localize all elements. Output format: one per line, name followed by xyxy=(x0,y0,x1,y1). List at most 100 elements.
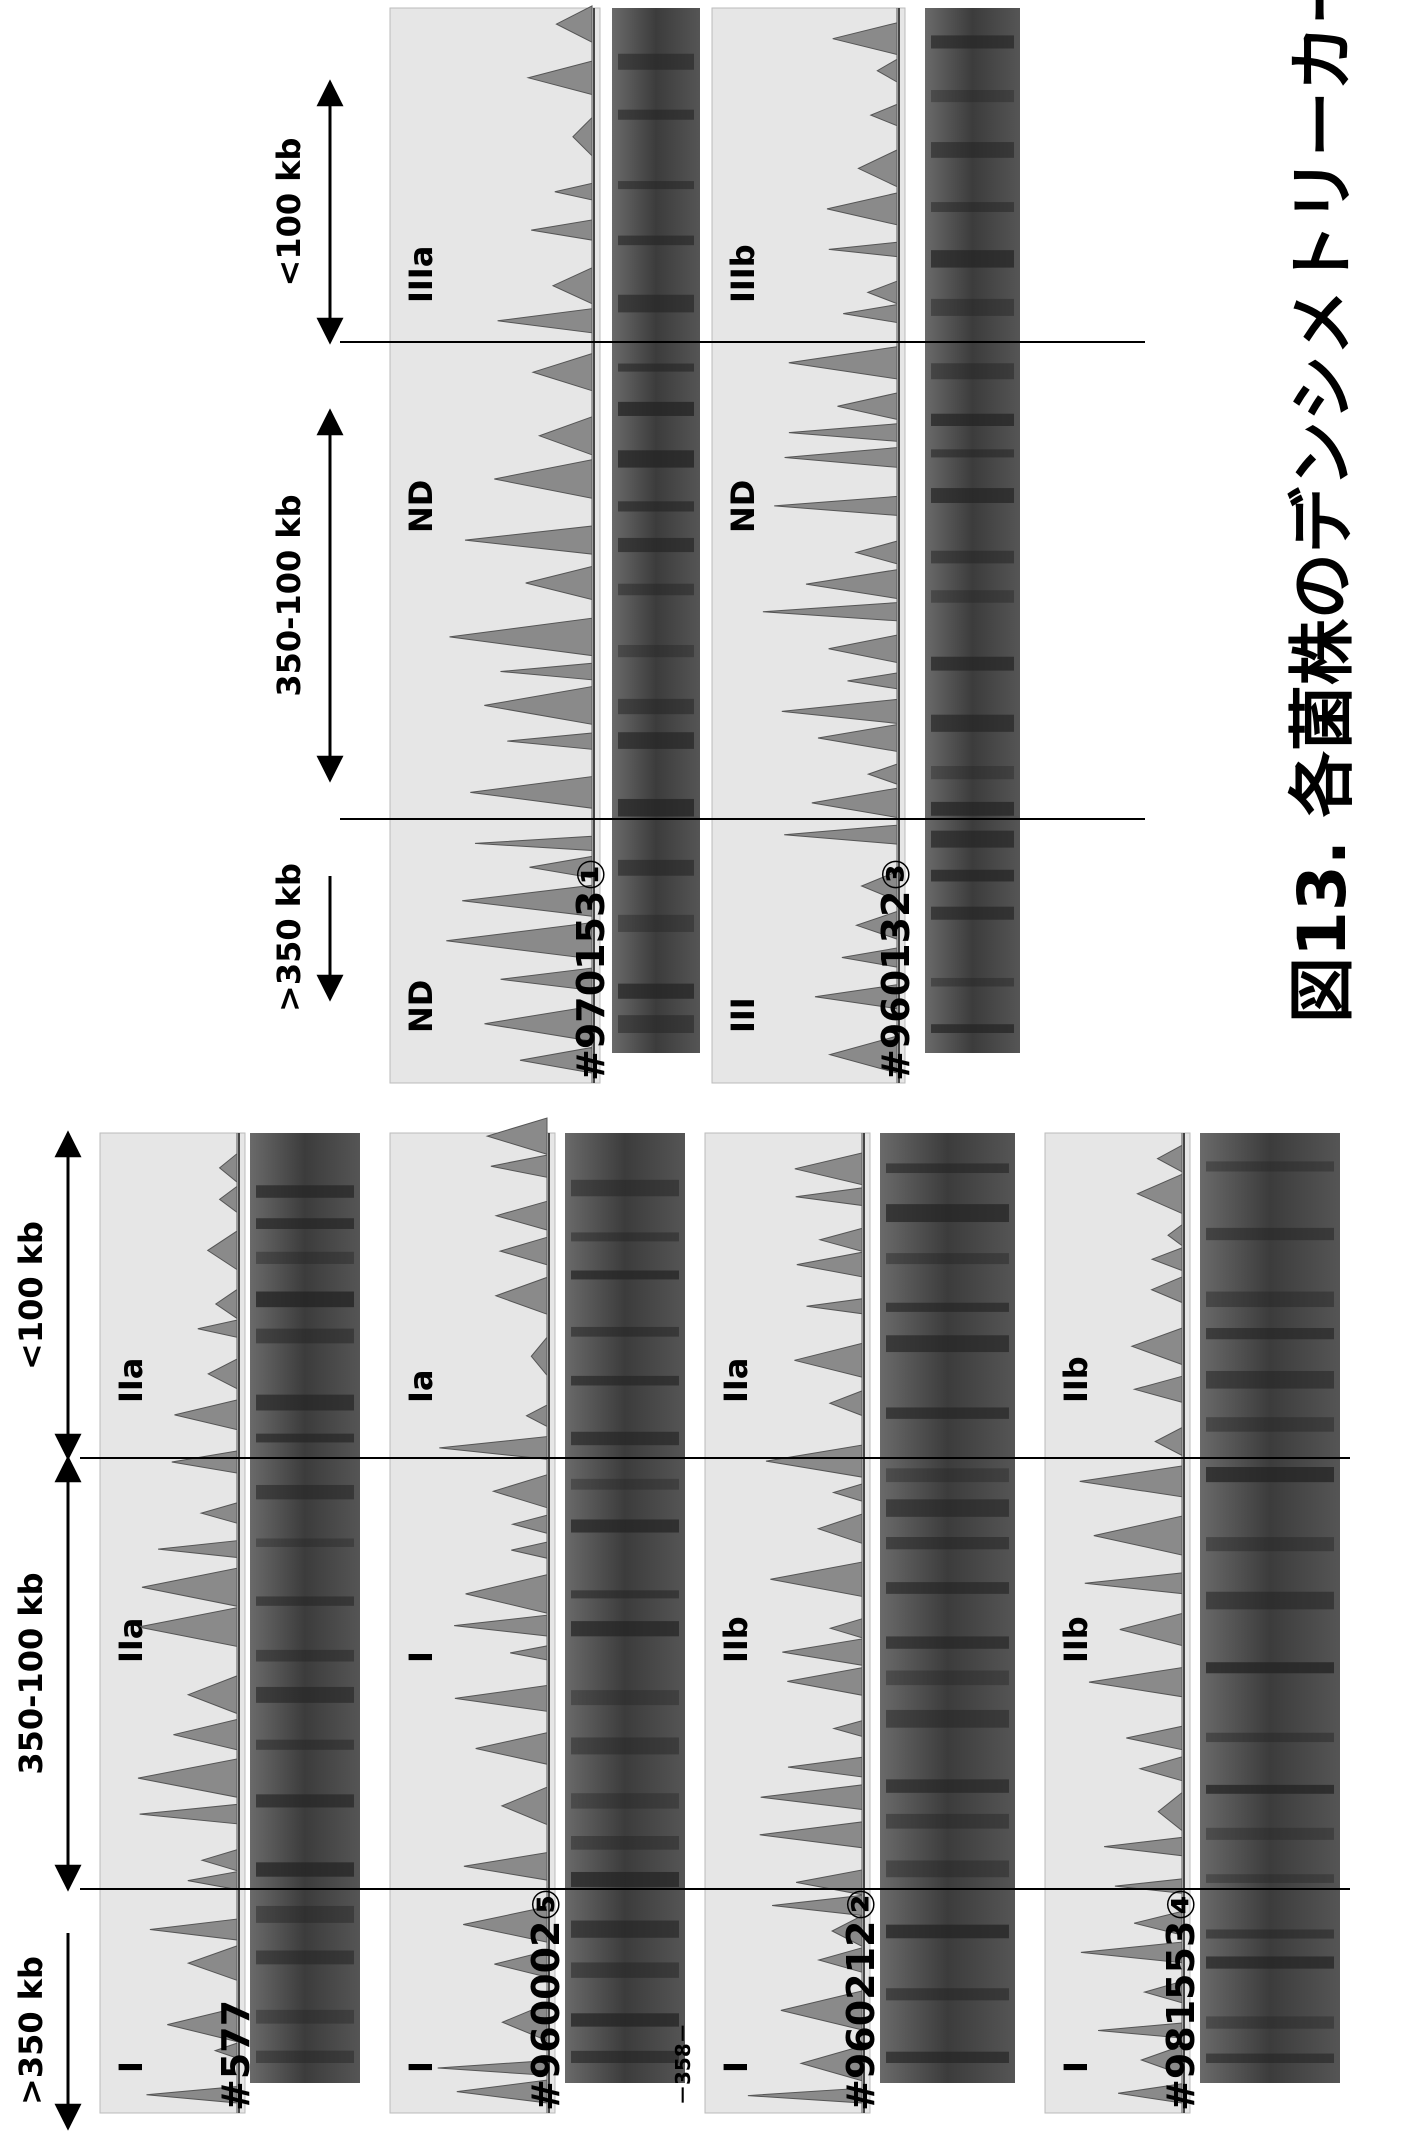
size-range-label: 350-100 kb xyxy=(270,494,308,696)
gel-band xyxy=(256,1329,354,1344)
gel-band xyxy=(931,551,1014,564)
gel-band xyxy=(886,1671,1009,1686)
gel-band xyxy=(931,90,1014,102)
size-range-label: >350 kb xyxy=(270,863,308,1012)
gel-band xyxy=(1206,1785,1334,1794)
region-label: ND xyxy=(402,480,440,533)
gel-band xyxy=(571,1590,679,1598)
gel-band xyxy=(571,1621,679,1636)
gel-band xyxy=(886,1710,1009,1728)
gel-band xyxy=(931,870,1014,882)
gel-band xyxy=(571,1432,679,1445)
gel-band xyxy=(618,984,694,999)
region-label: ND xyxy=(724,480,762,533)
gel-lane xyxy=(880,1133,1015,2083)
gel-band xyxy=(618,450,694,467)
gel-band xyxy=(256,2010,354,2024)
gel-band xyxy=(571,1962,679,1977)
gel-band xyxy=(931,766,1014,779)
gel-band xyxy=(931,978,1014,987)
gel-band xyxy=(886,1636,1009,1648)
gel-band xyxy=(931,831,1014,848)
gel-lane xyxy=(250,1133,360,2083)
gel-band xyxy=(571,1690,679,1705)
region-label: ND xyxy=(402,980,440,1033)
gel-band xyxy=(931,802,1014,816)
region-label: Ia xyxy=(402,1370,440,1404)
gel-band xyxy=(1206,1328,1334,1339)
gel-band xyxy=(256,1951,354,1965)
gel-band xyxy=(618,54,694,70)
gel-band xyxy=(571,1921,679,1938)
gel-band xyxy=(256,2051,354,2063)
gel-band xyxy=(1206,1662,1334,1673)
gel-band xyxy=(618,110,694,120)
gel-band xyxy=(886,1335,1009,1352)
region-label: III xyxy=(724,997,762,1033)
gel-band xyxy=(886,1303,1009,1312)
gel-band xyxy=(256,1862,354,1876)
gel-band xyxy=(618,181,694,189)
page: Densitometry curves html, body { margin:… xyxy=(0,0,1402,2133)
gel-band xyxy=(256,1906,354,1923)
gel-band xyxy=(618,1015,694,1033)
page-number: －358－ xyxy=(671,2023,695,2105)
region-label: I xyxy=(1057,2061,1095,2073)
gel-band xyxy=(1206,1929,1334,1938)
gel-band xyxy=(931,449,1014,457)
gel-band xyxy=(618,538,694,552)
gel-band xyxy=(886,1253,1009,1264)
gel-band xyxy=(571,1271,679,1280)
gel-band xyxy=(256,1218,354,1229)
gel-band xyxy=(256,1395,354,1411)
gel-band xyxy=(1206,1956,1334,1968)
gel-band xyxy=(618,501,694,511)
figure-group: >350 kb350-100 kb<100 kb#577IIIaIIa#9600… xyxy=(12,1118,1350,2128)
gel-band xyxy=(256,1794,354,1807)
gel-band xyxy=(256,1596,354,1605)
size-range-label: >350 kb xyxy=(12,1956,50,2105)
gel-band xyxy=(618,584,694,596)
gel-band xyxy=(886,1814,1009,1829)
sample-id: #960132③ xyxy=(874,858,918,1081)
sample-panel: #960132③ III ND IIIb xyxy=(712,8,1020,1083)
gel-band xyxy=(1206,1417,1334,1431)
gel-band xyxy=(571,1376,679,1386)
gel-band xyxy=(1206,1733,1334,1742)
gel-band xyxy=(256,1485,354,1499)
gel-band xyxy=(886,1925,1009,1939)
gel-band xyxy=(1206,1592,1334,1610)
gel-band xyxy=(256,1185,354,1198)
gel-band xyxy=(931,202,1014,212)
gel-band xyxy=(618,236,694,246)
gel-band xyxy=(886,1779,1009,1792)
gel-band xyxy=(256,1538,354,1546)
gel-band xyxy=(1206,1537,1334,1551)
gel-band xyxy=(1206,1371,1334,1389)
gel-band xyxy=(886,1988,1009,2000)
gel-band xyxy=(618,915,694,932)
sample-id: #960002⑤ xyxy=(524,1888,568,2111)
gel-band xyxy=(256,1687,354,1703)
region-label: I xyxy=(402,1651,440,1663)
region-label: I xyxy=(112,2061,150,2073)
gel-band xyxy=(571,1793,679,1808)
gel-band xyxy=(571,1872,679,1887)
gel-band xyxy=(931,299,1014,316)
sample-id: #960212② xyxy=(839,1888,883,2111)
sample-id: #577 xyxy=(214,2000,258,2111)
gel-band xyxy=(571,1836,679,1850)
gel-band xyxy=(571,1232,679,1241)
gel-band xyxy=(256,1650,354,1662)
gel-band xyxy=(256,1292,354,1308)
size-range-label: <100 kb xyxy=(270,138,308,287)
gel-band xyxy=(886,1537,1009,1549)
region-label: I xyxy=(717,2061,755,2073)
region-label: IIb xyxy=(1057,1356,1095,1403)
region-label: IIIb xyxy=(724,244,762,303)
figure-caption: 図13. 各菌株のデンシメトリーカーブ xyxy=(1284,0,1361,1023)
gel-band xyxy=(1206,1161,1334,1171)
